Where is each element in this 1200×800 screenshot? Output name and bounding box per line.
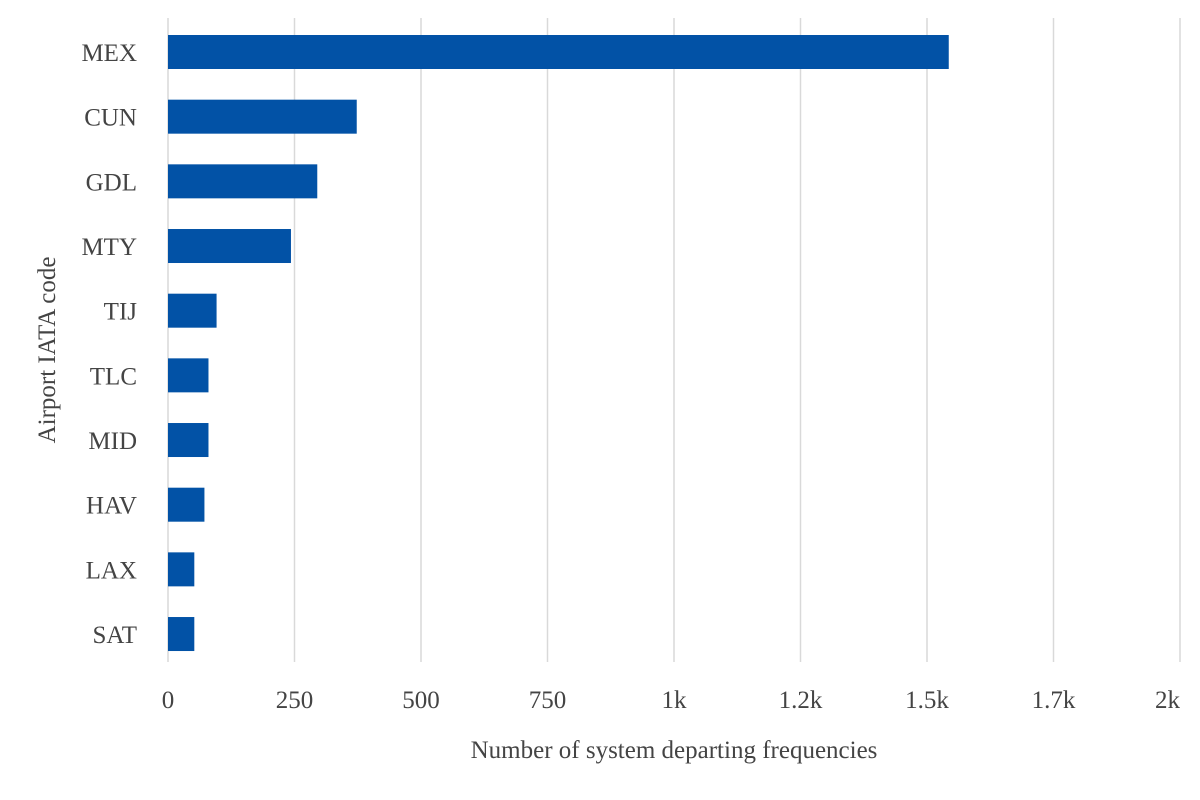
- category-label-tlc: TLC: [90, 363, 137, 390]
- bar-mex: [168, 35, 949, 69]
- category-label-sat: SAT: [93, 622, 137, 649]
- bar-tij: [168, 293, 217, 328]
- bar-hav: [168, 487, 205, 522]
- bar-mid: [168, 423, 209, 458]
- x-tick-label: 1.7k: [1032, 687, 1076, 714]
- x-tick-label: 250: [276, 687, 314, 714]
- category-labels: MEX CUN GDL MTY TIJ TLC MID HAV LAX SAT: [81, 40, 137, 649]
- x-tick-label: 1k: [662, 687, 688, 714]
- category-label-mid: MID: [88, 428, 137, 455]
- category-label-tij: TIJ: [104, 299, 138, 326]
- category-label-mty: MTY: [81, 234, 137, 261]
- x-tick-labels: 0 250 500 750 1k 1.2k 1.5k 1.7k 2k: [162, 687, 1181, 714]
- x-tick-label: 0: [162, 687, 175, 714]
- x-tick-label: 750: [529, 687, 567, 714]
- x-axis-title: Number of system departing frequencies: [471, 737, 878, 764]
- y-axis-title: Airport IATA code: [34, 257, 61, 444]
- bar-sat: [168, 617, 195, 652]
- x-tick-label: 2k: [1155, 687, 1181, 714]
- x-tick-label: 1.2k: [779, 687, 823, 714]
- x-tick-label: 500: [402, 687, 440, 714]
- category-label-hav: HAV: [86, 493, 137, 520]
- category-label-mex: MEX: [81, 40, 137, 67]
- category-label-lax: LAX: [86, 557, 137, 584]
- bar-lax: [168, 552, 195, 587]
- bar-tlc: [168, 358, 209, 393]
- bar-mty: [168, 229, 291, 264]
- bars: [168, 35, 949, 652]
- category-label-cun: CUN: [84, 105, 137, 132]
- x-tick-label: 1.5k: [905, 687, 949, 714]
- bar-cun: [168, 99, 357, 134]
- category-label-gdl: GDL: [86, 169, 137, 196]
- bar-gdl: [168, 164, 318, 199]
